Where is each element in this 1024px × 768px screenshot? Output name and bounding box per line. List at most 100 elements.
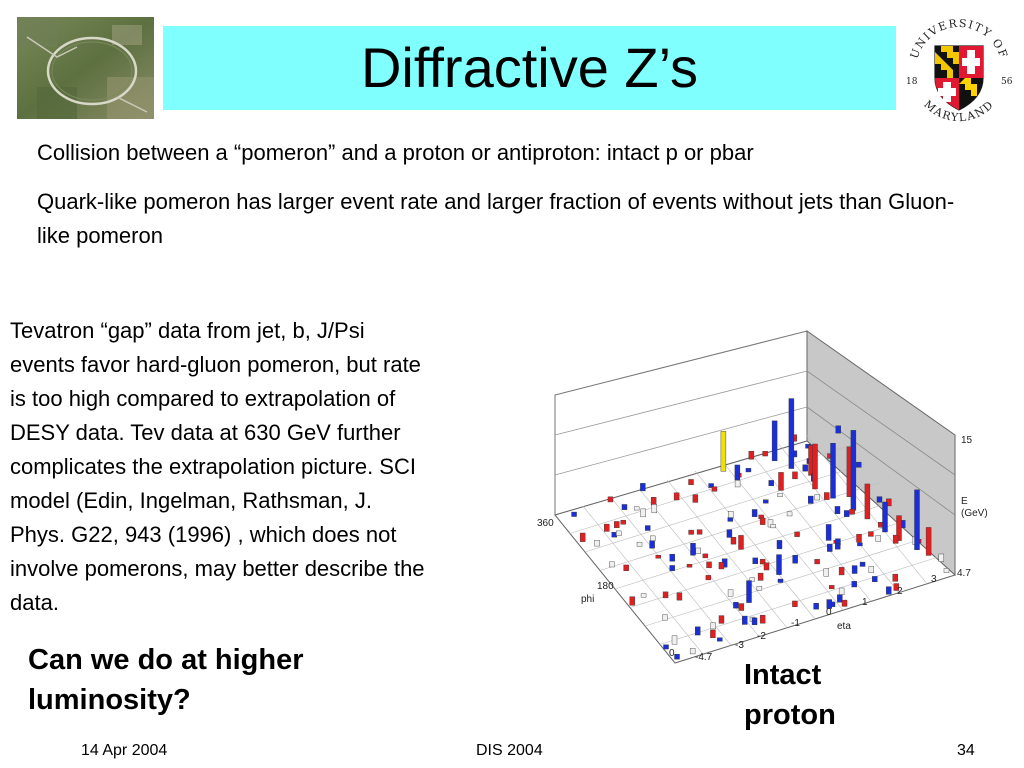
energy-tower [738,535,744,550]
energy-tower [859,561,866,567]
energy-tower [571,511,577,517]
energy-tower [838,567,845,576]
energy-tower [786,511,793,517]
energy-tower [802,464,808,472]
energy-tower [711,486,718,492]
energy-tower [777,578,784,583]
energy-tower [636,541,643,547]
energy-tower [868,566,875,573]
energy-axis-label: E [961,496,968,507]
eta-tick-m4.7: -4.7 [695,652,713,663]
phi-axis-label: phi [581,594,594,605]
energy-tower [749,577,756,582]
energy-tower [838,587,845,595]
energy-tower [718,562,725,570]
energy-tower [674,653,680,660]
energy-tower [720,431,727,472]
energy-tower [745,468,752,473]
calorimeter-lego-plot: 360 180 phi 0 -4.7 -3 -2 -1 0 eta 1 2 3 … [537,330,988,664]
energy-tower [896,515,902,541]
luminosity-question: Can we do at higher luminosity? [28,644,304,716]
energy-tower [629,596,635,606]
energy-tower [925,527,932,556]
energy-tower [748,450,755,460]
eta-tick-m3: -3 [735,640,744,651]
energy-tower [851,565,858,574]
energy-tower [792,471,798,480]
bullet-quark-pomeron: Quark-like pomeron has larger event rate… [37,189,955,248]
energy-tower [688,529,694,535]
energy-tower [812,443,818,490]
energy-tower [850,430,857,511]
energy-tower [738,603,745,611]
eta-tick-4.7: 4.7 [957,568,971,579]
energy-tick-15: 15 [961,435,973,446]
energy-tower [834,506,841,515]
energy-tower [662,614,668,621]
eta-tick-2: 2 [897,586,903,597]
energy-tower [759,614,766,624]
energy-tower [640,508,646,518]
energy-tower [650,497,657,506]
energy-tower [650,535,656,542]
energy-tower [762,451,768,457]
energy-tower [814,559,820,565]
intact-proton-caption: Intact proton [744,659,836,731]
energy-tower [876,496,883,503]
energy-tower [662,591,669,599]
energy-tower [688,479,694,485]
grid-line [569,445,851,534]
energy-tower [856,461,862,468]
energy-tower [633,506,640,511]
energy-tower [730,537,737,545]
phi-tick-360: 360 [537,518,554,529]
energy-tower [663,644,669,650]
energy-tower [734,464,741,481]
energy-tower [616,530,622,537]
energy-tower [808,495,814,504]
energy-tower [717,637,723,642]
energy-tower [893,583,900,591]
energy-tower [718,615,725,624]
energy-tower [788,398,795,469]
eta-tick-0: 0 [826,607,832,618]
energy-tower [827,543,833,552]
energy-tower [757,572,764,581]
energy-tower [651,504,658,514]
eta-tick-1: 1 [862,597,868,608]
energy-tower [849,508,855,515]
energy-tower [778,472,784,491]
energy-tower [864,483,871,520]
energy-tower [826,599,832,609]
energy-tower [751,617,758,625]
energy-tower [763,499,769,504]
energy-tower [857,542,863,547]
energy-tower [914,489,920,551]
grid-line [629,519,911,608]
energy-tower [671,635,678,645]
energy-tower [830,442,836,499]
energy-tower [792,554,798,564]
energy-tower [771,420,778,462]
energy-tower [621,504,628,510]
energy-tower [813,603,819,610]
seal-year-left: 18 [906,77,918,87]
energy-tower [727,517,734,522]
footer-date: 14 Apr 2004 [81,742,168,759]
university-seal-logo: UNIVERSITY OF MARYLAND 18 56 [906,17,1013,122]
energy-tower [835,425,841,434]
energy-tower [823,568,829,577]
energy-tower [676,592,683,601]
energy-tower [825,524,832,541]
energy-axis-unit: (GeV) [961,508,988,519]
energy-tower [868,531,874,537]
energy-tower [710,622,716,630]
phi-tick-0: 0 [669,648,675,659]
energy-tower [726,529,733,538]
energy-tower [892,534,899,544]
footer-conference: DIS 2004 [476,742,543,759]
energy-tower [734,480,741,488]
grid-line [659,556,941,645]
energy-tower [768,480,774,487]
eta-axis-label: eta [837,621,851,632]
